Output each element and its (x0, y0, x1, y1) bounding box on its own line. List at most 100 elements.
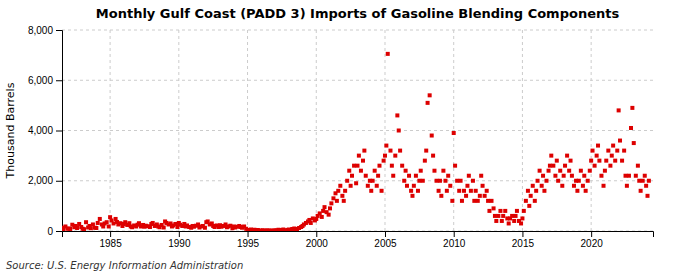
point (400, 164, 404, 168)
point (579, 169, 583, 173)
x-tick-mark (179, 231, 180, 237)
point (469, 189, 473, 193)
point (431, 154, 435, 158)
point (522, 209, 526, 213)
point (589, 159, 593, 163)
point (460, 199, 464, 203)
point (610, 154, 614, 158)
x-tick: 2010 (443, 231, 466, 249)
y-tick: 4,000 (28, 125, 62, 136)
point (416, 189, 420, 193)
point (507, 221, 511, 225)
point (608, 164, 612, 168)
point (356, 164, 360, 168)
point (464, 194, 468, 198)
point (514, 214, 518, 218)
point (443, 179, 447, 183)
point (538, 169, 542, 173)
x-axis: 19851990199520002005201020152020 (63, 231, 654, 249)
point (391, 174, 395, 178)
point (515, 209, 519, 213)
point (82, 227, 86, 231)
x-tick-mark (316, 231, 317, 237)
point (629, 126, 633, 130)
point (625, 184, 629, 188)
point (335, 199, 339, 203)
source-note: Source: U.S. Energy Information Administ… (6, 260, 243, 271)
point (328, 206, 332, 210)
point (617, 108, 621, 112)
point (547, 169, 551, 173)
point (371, 179, 375, 183)
x-tick-mark (110, 231, 111, 237)
y-tick: 0 (47, 226, 62, 237)
point (345, 179, 349, 183)
point (541, 174, 545, 178)
point (560, 184, 564, 188)
point (384, 144, 388, 148)
point (531, 184, 535, 188)
point (343, 189, 347, 193)
point (347, 169, 351, 173)
x-tick-label: 2005 (374, 238, 397, 249)
point (572, 184, 576, 188)
y-axis-title: Thousand Barrels (4, 82, 17, 179)
point (410, 194, 414, 198)
point (397, 129, 401, 133)
y-tick-mark (56, 131, 62, 132)
point (340, 194, 344, 198)
point (534, 189, 538, 193)
point (465, 184, 469, 188)
x-tick-mark (248, 231, 249, 237)
point (338, 184, 342, 188)
y-tick-label: 0 (47, 226, 53, 237)
grid-line-y (62, 80, 653, 81)
point (366, 184, 370, 188)
point (407, 174, 411, 178)
point (536, 179, 540, 183)
point (430, 134, 434, 138)
point (481, 184, 485, 188)
point (520, 216, 524, 220)
point (503, 209, 507, 213)
point (606, 149, 610, 153)
point (639, 189, 643, 193)
point (414, 174, 418, 178)
point (483, 194, 487, 198)
point (646, 194, 650, 198)
point (398, 149, 402, 153)
point (599, 174, 603, 178)
x-tick: 2015 (512, 231, 535, 249)
point (417, 179, 421, 183)
point (586, 179, 590, 183)
point (563, 164, 567, 168)
point (632, 141, 636, 145)
plot-area: 1985199019952000200520102015202002,0004,… (28, 25, 654, 249)
grid (62, 30, 653, 231)
point (501, 214, 505, 218)
point (321, 209, 325, 213)
point (471, 179, 475, 183)
y-tick: 2,000 (28, 175, 62, 186)
point (556, 179, 560, 183)
y-axis-line (56, 31, 63, 232)
point (474, 189, 478, 193)
point (323, 205, 327, 209)
point (647, 179, 651, 183)
point (94, 226, 98, 230)
point (373, 169, 377, 173)
x-tick: 2000 (306, 231, 329, 249)
point (624, 174, 628, 178)
point (453, 164, 457, 168)
point (476, 199, 480, 203)
point (364, 174, 368, 178)
point (500, 219, 504, 223)
point (439, 194, 443, 198)
point (591, 149, 595, 153)
points (62, 52, 651, 231)
point (318, 211, 322, 215)
point (98, 217, 102, 221)
point (596, 144, 600, 148)
point (89, 226, 93, 230)
point (409, 189, 413, 193)
